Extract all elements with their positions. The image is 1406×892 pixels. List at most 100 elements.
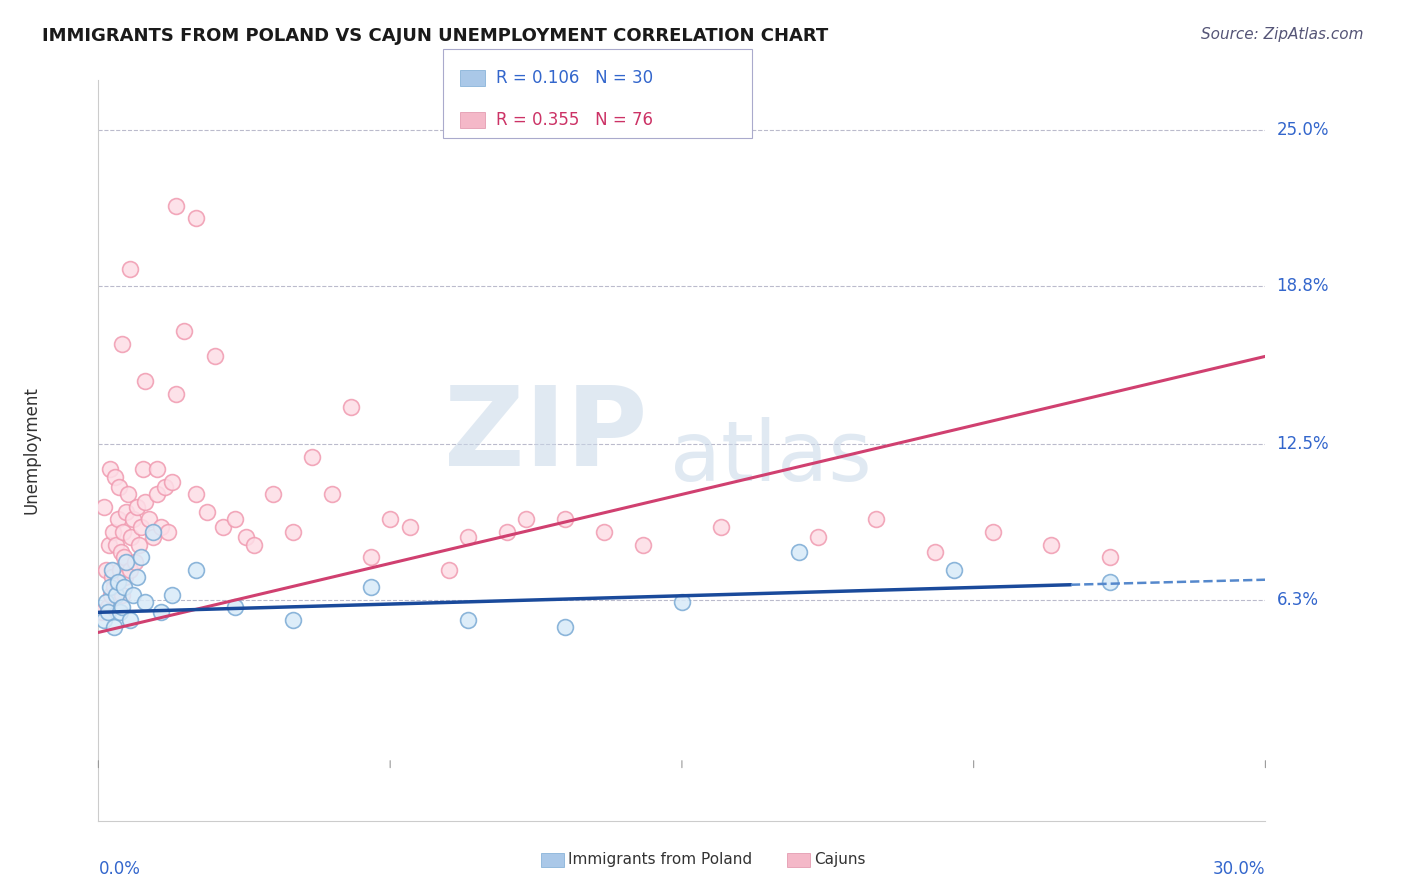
Point xyxy=(212,520,235,534)
Text: 0.0%: 0.0% xyxy=(98,860,141,878)
Point xyxy=(122,588,145,602)
Point xyxy=(787,545,810,559)
Text: Source: ZipAtlas.com: Source: ZipAtlas.com xyxy=(1201,27,1364,42)
Point xyxy=(281,524,304,539)
Point xyxy=(149,605,172,619)
Point xyxy=(104,538,127,552)
Point xyxy=(97,605,120,619)
Point xyxy=(98,538,121,552)
Point xyxy=(981,524,1004,539)
Point xyxy=(104,470,127,484)
Text: IMMIGRANTS FROM POLAND VS CAJUN UNEMPLOYMENT CORRELATION CHART: IMMIGRANTS FROM POLAND VS CAJUN UNEMPLOY… xyxy=(42,27,828,45)
Point xyxy=(301,450,323,464)
Point xyxy=(129,550,152,565)
Point xyxy=(118,613,141,627)
Point xyxy=(457,530,479,544)
Point xyxy=(93,500,115,514)
Point xyxy=(127,500,149,514)
Point xyxy=(134,595,156,609)
Point xyxy=(360,550,382,565)
Point xyxy=(515,512,537,526)
Point xyxy=(173,324,195,338)
Point xyxy=(105,575,128,590)
Point xyxy=(162,588,184,602)
Point xyxy=(118,563,141,577)
Point xyxy=(943,563,966,577)
Point xyxy=(98,462,121,476)
Point xyxy=(142,530,165,544)
Point xyxy=(243,538,266,552)
Point xyxy=(235,530,257,544)
Point xyxy=(111,600,134,615)
Point xyxy=(96,563,118,577)
Point xyxy=(165,199,187,213)
Point xyxy=(398,520,420,534)
Point xyxy=(117,487,139,501)
Point xyxy=(118,261,141,276)
Text: ZIP: ZIP xyxy=(443,382,647,489)
Point xyxy=(554,512,576,526)
Point xyxy=(101,563,124,577)
Point xyxy=(710,520,733,534)
Point xyxy=(128,538,150,552)
Point xyxy=(142,524,165,539)
Text: 12.5%: 12.5% xyxy=(1277,435,1329,453)
Point xyxy=(108,605,131,619)
Point xyxy=(184,487,207,501)
Point xyxy=(457,613,479,627)
Point xyxy=(107,512,129,526)
Point xyxy=(112,550,135,565)
Point xyxy=(195,505,218,519)
Point xyxy=(100,588,122,602)
Point xyxy=(360,580,382,594)
Point xyxy=(184,563,207,577)
Point xyxy=(554,620,576,634)
Point xyxy=(262,487,284,501)
Point xyxy=(146,462,169,476)
Text: Unemployment: Unemployment xyxy=(22,386,41,515)
Text: R = 0.106   N = 30: R = 0.106 N = 30 xyxy=(496,69,654,87)
Text: 18.8%: 18.8% xyxy=(1277,277,1329,295)
Point xyxy=(121,530,143,544)
Text: 6.3%: 6.3% xyxy=(1277,591,1319,608)
Text: R = 0.355   N = 76: R = 0.355 N = 76 xyxy=(496,112,654,129)
Point xyxy=(671,595,693,609)
Point xyxy=(924,545,946,559)
Point xyxy=(111,336,134,351)
Point xyxy=(1098,550,1121,565)
Point xyxy=(204,349,226,363)
Point xyxy=(103,580,125,594)
Point xyxy=(593,524,616,539)
Point xyxy=(224,512,246,526)
Point xyxy=(1098,575,1121,590)
Point xyxy=(132,462,155,476)
Point xyxy=(96,595,118,609)
Point xyxy=(340,400,363,414)
Text: atlas: atlas xyxy=(671,417,872,499)
Point xyxy=(93,613,115,627)
Point xyxy=(149,520,172,534)
Text: 25.0%: 25.0% xyxy=(1277,121,1329,139)
Point xyxy=(184,211,207,226)
Point xyxy=(112,580,135,594)
Point xyxy=(807,530,830,544)
Point xyxy=(631,538,654,552)
Point xyxy=(122,512,145,526)
Text: Immigrants from Poland: Immigrants from Poland xyxy=(568,853,752,867)
Point xyxy=(157,524,180,539)
Point xyxy=(114,505,136,519)
Point xyxy=(114,555,136,569)
Point xyxy=(1040,538,1063,552)
Point xyxy=(281,613,304,627)
Point xyxy=(103,524,125,539)
Point xyxy=(97,600,120,615)
Point xyxy=(111,588,134,602)
Text: 30.0%: 30.0% xyxy=(1213,860,1265,878)
Point xyxy=(380,512,402,526)
Point xyxy=(127,570,149,584)
Point xyxy=(496,524,519,539)
Point xyxy=(124,555,146,569)
Point xyxy=(107,575,129,590)
Point xyxy=(107,480,129,494)
Point xyxy=(165,387,187,401)
